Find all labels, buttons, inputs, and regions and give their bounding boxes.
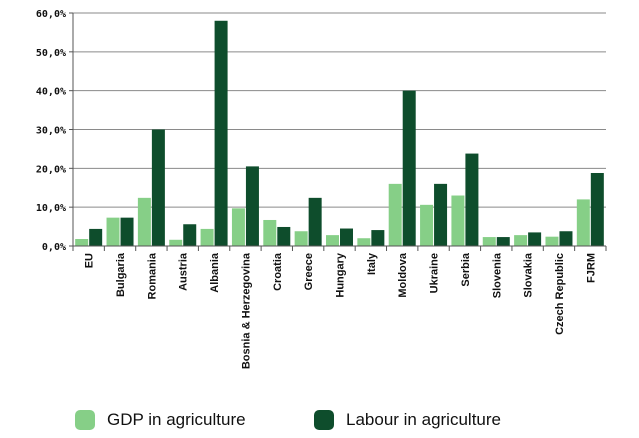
bar-labour: [245, 166, 259, 246]
bar-labour: [308, 197, 322, 246]
x-axis: [72, 13, 607, 251]
y-axis-ticks: 0,0% 10,0% 20,0% 30,0% 40,0% 50,0% 60,0%: [36, 9, 73, 253]
x-tick-label: Serbia: [460, 252, 472, 287]
x-tick-label: Bulgaria: [115, 252, 127, 297]
x-tick-label: Croatia: [272, 252, 284, 291]
bar-labour: [559, 231, 573, 246]
x-axis-ticks: EU Bulgaria Romania Austria Albania Bosnia & …: [84, 252, 598, 369]
y-tick-label: 50,0%: [36, 48, 66, 59]
bar-gdp: [106, 217, 120, 246]
bar-gdp: [294, 231, 308, 246]
bar-gdp: [576, 199, 590, 246]
x-tick-label: Italy: [366, 252, 378, 275]
bar-labour: [434, 183, 448, 246]
bar-labour: [214, 20, 228, 247]
x-tick-label: EU: [84, 253, 96, 268]
bar-gdp: [514, 235, 528, 246]
legend-label-labour: Labour in agriculture: [346, 410, 501, 429]
bar-gdp: [388, 183, 402, 246]
bar-labour: [120, 217, 134, 246]
bar-gdp: [357, 238, 371, 246]
x-tick-label: Ukraine: [429, 253, 441, 293]
legend: GDP in agriculture Labour in agriculture: [0, 410, 639, 436]
bar-gdp: [482, 237, 496, 246]
x-tick-label: Bosnia & Herzegovina: [240, 252, 252, 369]
bar-gdp: [75, 239, 89, 246]
legend-swatch-labour: [314, 410, 334, 430]
legend-item-gdp: GDP in agriculture: [75, 410, 246, 430]
bar-gdp: [451, 195, 465, 246]
bar-gdp: [200, 228, 214, 246]
bar-labour: [89, 228, 103, 246]
legend-item-labour: Labour in agriculture: [314, 410, 501, 430]
y-tick-label: 30,0%: [36, 126, 66, 137]
bar-gdp: [231, 208, 245, 246]
y-tick-label: 40,0%: [36, 87, 66, 98]
bar-gdp: [420, 204, 434, 246]
bar-gdp: [545, 236, 559, 246]
bar-gdp: [137, 197, 151, 246]
x-tick-label: Czech Republic: [554, 253, 566, 335]
bar-labour: [371, 230, 385, 246]
legend-swatch-gdp: [75, 410, 95, 430]
x-tick-label: Slovenia: [491, 252, 503, 298]
bar-labour: [183, 224, 197, 246]
x-tick-label: Romania: [146, 252, 158, 299]
y-tick-label: 20,0%: [36, 164, 66, 175]
bar-labour: [277, 226, 291, 246]
bar-labour: [402, 90, 416, 247]
legend-label-gdp: GDP in agriculture: [107, 410, 246, 429]
bar-labour: [340, 228, 353, 246]
bar-gdp: [263, 219, 277, 246]
bar-gdp: [326, 235, 339, 246]
bar-labour: [151, 129, 165, 246]
x-tick-label: FJRM: [585, 253, 597, 283]
bar-labour: [465, 153, 479, 246]
bar-labour: [590, 172, 604, 246]
y-tick-label: 0,0%: [42, 242, 66, 253]
y-tick-label: 10,0%: [36, 203, 66, 214]
x-tick-label: Hungary: [335, 252, 347, 298]
bar-labour: [496, 237, 510, 246]
bar-labour: [528, 232, 542, 246]
bar-gdp: [169, 239, 183, 246]
x-tick-label: Greece: [303, 253, 315, 290]
chart: 0,0% 10,0% 20,0% 30,0% 40,0% 50,0% 60,0% EU Bul…: [36, 9, 607, 369]
x-tick-label: Moldova: [397, 252, 409, 297]
x-tick-label: Albania: [209, 252, 221, 293]
bars: [75, 20, 604, 247]
x-tick-label: Slovakia: [523, 252, 535, 298]
x-tick-label: Austria: [178, 252, 190, 291]
y-tick-label: 60,0%: [36, 9, 66, 20]
